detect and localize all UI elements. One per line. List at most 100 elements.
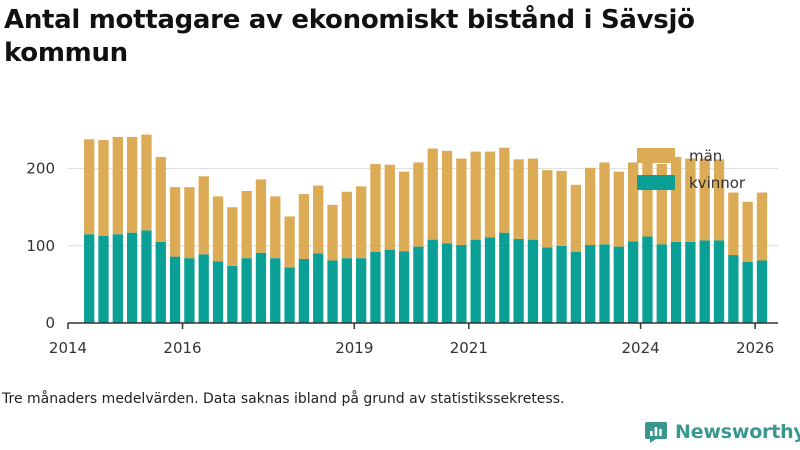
bar-man xyxy=(270,196,281,259)
bar-man xyxy=(742,201,753,263)
bar-kvinnor xyxy=(341,258,352,323)
bar-man xyxy=(470,151,481,240)
bar-man xyxy=(613,171,624,247)
bar-kvinnor xyxy=(570,251,582,323)
bar-man xyxy=(112,136,123,235)
brand-name: Newsworthy xyxy=(675,421,800,443)
x-tick-label: 2026 xyxy=(736,339,774,357)
bar-man xyxy=(327,204,338,261)
bar-man xyxy=(255,179,267,253)
bar-kvinnor xyxy=(155,241,166,323)
y-tick-label: 0 xyxy=(45,314,55,332)
bar-man xyxy=(456,158,467,246)
bar-man xyxy=(599,162,610,245)
bar-man xyxy=(713,159,725,241)
bar-man xyxy=(585,167,596,246)
bar-kvinnor xyxy=(413,246,424,323)
bar-man xyxy=(670,157,682,242)
x-tick-label: 2024 xyxy=(621,339,659,357)
bar-kvinnor xyxy=(642,236,653,323)
y-tick-label: 100 xyxy=(26,237,55,255)
bar-man xyxy=(413,162,424,247)
bar-kvinnor xyxy=(198,254,209,323)
bar-man xyxy=(427,148,438,240)
bar-man xyxy=(284,216,295,268)
bar-man xyxy=(441,150,453,244)
bar-kvinnor xyxy=(370,251,381,323)
bar-kvinnor xyxy=(112,234,123,323)
bar-kvinnor xyxy=(313,253,324,323)
bar-man xyxy=(656,163,667,245)
bar-man xyxy=(313,185,324,254)
bar-man xyxy=(527,158,539,240)
x-tick-label: 2016 xyxy=(163,339,201,357)
bar-kvinnor xyxy=(742,262,753,323)
bar-man xyxy=(728,192,739,256)
brand-logo: Newsworthy xyxy=(644,420,800,444)
bar-man xyxy=(685,158,696,242)
y-tick-label: 200 xyxy=(26,160,55,178)
bar-kvinnor xyxy=(141,230,152,323)
bar-man xyxy=(227,207,238,266)
bar-kvinnor xyxy=(728,255,739,323)
bar-kvinnor xyxy=(270,258,281,323)
bar-kvinnor xyxy=(756,260,768,323)
bar-kvinnor xyxy=(713,240,725,323)
bar-kvinnor xyxy=(556,245,567,323)
bar-man xyxy=(84,139,95,235)
legend: män kvinnor xyxy=(637,147,746,192)
bar-man xyxy=(642,155,653,237)
bar-kvinnor xyxy=(527,239,539,323)
bar-kvinnor xyxy=(169,256,181,323)
bar-man xyxy=(484,151,496,238)
bar-man xyxy=(98,140,109,236)
bar-kvinnor xyxy=(384,249,395,323)
bar-kvinnor xyxy=(327,260,338,323)
bar-man xyxy=(356,186,367,259)
bar-man xyxy=(126,136,138,233)
x-tick-label: 2014 xyxy=(49,339,87,357)
bar-kvinnor xyxy=(685,241,696,323)
bar-kvinnor xyxy=(427,239,438,323)
bar-man xyxy=(384,164,395,250)
bars xyxy=(84,134,768,323)
bar-kvinnor xyxy=(255,252,267,323)
bar-kvinnor xyxy=(227,265,238,323)
bar-kvinnor xyxy=(356,258,367,323)
bar-kvinnor xyxy=(513,238,524,323)
bar-kvinnor xyxy=(656,244,667,323)
bar-man xyxy=(198,176,209,255)
bar-man xyxy=(542,170,553,248)
bar-kvinnor xyxy=(499,232,510,323)
bar-man xyxy=(556,170,567,246)
bar-kvinnor xyxy=(456,245,467,323)
axis-ticks: 0 100 200 2014 2016 2019 2021 2024 2026 xyxy=(26,160,774,357)
bar-kvinnor xyxy=(470,239,481,323)
bar-kvinnor xyxy=(484,237,496,323)
bar-man xyxy=(341,191,352,259)
x-tick-label: 2021 xyxy=(450,339,488,357)
bar-kvinnor xyxy=(699,240,710,323)
bar-kvinnor xyxy=(212,261,224,323)
stacked-bar-chart: 0 100 200 2014 2016 2019 2021 2024 2026 män kvin… xyxy=(26,134,778,357)
bar-kvinnor xyxy=(670,241,682,323)
bar-kvinnor xyxy=(585,245,596,323)
newsworthy-logo-icon xyxy=(645,422,667,443)
bar-man xyxy=(398,171,410,252)
footnote: Tre månaders medelvärden. Data saknas ib… xyxy=(2,391,565,407)
bar-man xyxy=(699,158,710,241)
bar-kvinnor xyxy=(398,251,410,323)
bar-man xyxy=(570,184,582,252)
bar-kvinnor xyxy=(613,246,624,323)
bar-kvinnor xyxy=(184,258,195,323)
bar-kvinnor xyxy=(627,241,639,323)
bar-man xyxy=(155,157,166,242)
bar-man xyxy=(756,192,768,261)
legend-label-man: män xyxy=(689,147,722,165)
bar-man xyxy=(298,194,310,259)
chart-title: Antal mottagare av ekonomiskt bistånd i … xyxy=(4,5,695,68)
legend-swatch-kvinnor xyxy=(637,175,675,190)
bar-man xyxy=(499,147,510,233)
bar-man xyxy=(627,162,639,242)
x-tick-label: 2019 xyxy=(335,339,373,357)
